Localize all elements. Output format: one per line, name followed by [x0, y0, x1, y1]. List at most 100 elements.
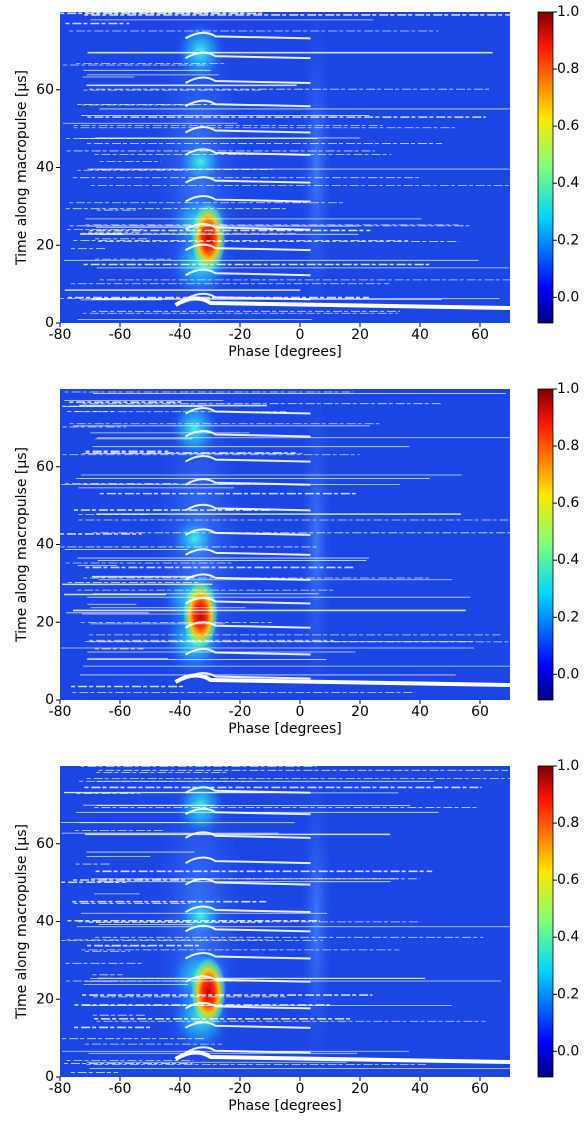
colorbar-tick-label: 0.2: [557, 609, 579, 625]
x-tick-label: -60: [109, 1081, 132, 1097]
streak: [184, 268, 311, 277]
x-tick-label: 0: [296, 704, 305, 720]
streak: [184, 176, 311, 184]
y-tick-label: 40: [36, 914, 54, 930]
streak: [184, 596, 311, 605]
streak: [184, 195, 311, 203]
glow: [172, 519, 217, 559]
streak: [184, 528, 311, 536]
glow: [178, 142, 223, 182]
y-tick-label: 0: [45, 692, 54, 708]
x-tick-label: -20: [229, 1081, 252, 1097]
streak: [184, 807, 311, 816]
streak: [184, 1001, 311, 1010]
y-tick-label: 0: [45, 1069, 54, 1085]
colorbar-tick-label: 0.4: [557, 175, 579, 191]
streak: [184, 786, 311, 794]
band: [300, 389, 333, 700]
x-tick-label: -40: [169, 327, 192, 343]
streak: [184, 548, 311, 556]
x-tick-label: -20: [229, 327, 252, 343]
streak: [184, 243, 311, 252]
colorbar-tick-label: 1.0: [557, 4, 579, 20]
streak: [184, 952, 311, 960]
streak: [174, 673, 510, 687]
y-tick-label: 40: [36, 160, 54, 176]
streak: [184, 648, 311, 656]
y-tick-label: 0: [45, 315, 54, 331]
colorbar-tick-label: 0.8: [557, 815, 579, 831]
streak: [174, 296, 510, 310]
y-tick-label: 40: [36, 537, 54, 553]
streak: [184, 1021, 311, 1029]
x-tick-label: 20: [351, 327, 369, 343]
streak: [184, 407, 311, 415]
y-tick-label: 60: [36, 836, 54, 852]
streak: [184, 924, 311, 933]
colorbar-tick-label: 1.0: [557, 758, 579, 774]
colorbar-tick-label: 0.6: [557, 495, 579, 511]
band: [300, 12, 333, 323]
streak: [184, 99, 311, 108]
colorbar-tick-label: 0.6: [557, 118, 579, 134]
streak: [184, 51, 311, 60]
y-axis-label: Time along macropulse [μs]: [14, 70, 30, 266]
x-tick-label: -60: [109, 704, 132, 720]
glow: [178, 896, 223, 936]
streak: [184, 975, 311, 983]
x-tick-label: 20: [351, 1081, 369, 1097]
y-axis-label: Time along macropulse [μs]: [14, 447, 30, 643]
heatmap-image: [60, 766, 510, 1077]
colorbar-tick-label: 0.4: [557, 929, 579, 945]
heatmap-image: [60, 12, 510, 323]
x-axis-label: Phase [degrees]: [228, 721, 342, 737]
y-tick-label: 20: [36, 614, 54, 630]
streak: [184, 878, 311, 886]
streak: [184, 1046, 311, 1054]
background: [60, 12, 510, 323]
colorbar-tick-label: 0.8: [557, 438, 579, 454]
panel: -80 -60 -40 -20 0 20 40 60 0 20 40 60 Phase [degrees…: [14, 4, 579, 360]
glow: [170, 399, 219, 459]
heatmap-image: [60, 389, 510, 700]
streak: [184, 478, 311, 486]
colorbar-tick-label: 0.2: [557, 986, 579, 1002]
x-tick-label: -80: [49, 704, 72, 720]
colorbar-tick-label: 0.4: [557, 552, 579, 568]
streak: [184, 223, 311, 231]
colorbar-tick-label: 0.0: [557, 1043, 579, 1059]
streak: [184, 455, 311, 463]
x-tick-label: 40: [411, 327, 429, 343]
colorbar-tick-label: 0.0: [557, 666, 579, 682]
x-tick-label: 60: [471, 704, 489, 720]
x-tick-label: 40: [411, 1081, 429, 1097]
x-tick-label: -40: [169, 1081, 192, 1097]
colorbar: [537, 11, 554, 324]
x-tick-label: 0: [296, 1081, 305, 1097]
panel: -80 -60 -40 -20 0 20 40 60 0 20 40 60 Phase [degrees…: [14, 758, 579, 1114]
streak: [184, 76, 311, 85]
colorbar-tick-label: 0.8: [557, 61, 579, 77]
colorbar-tick-label: 1.0: [557, 381, 579, 397]
y-tick-label: 60: [36, 459, 54, 475]
x-tick-label: 60: [471, 1081, 489, 1097]
peak: [190, 956, 227, 1028]
colorbar: [537, 388, 554, 701]
y-axis-label: Time along macropulse [μs]: [14, 824, 30, 1020]
colorbar-tick-label: 0.2: [557, 232, 579, 248]
streak: [184, 429, 311, 438]
streak: [184, 573, 311, 581]
x-tick-label: -60: [109, 327, 132, 343]
streak: [184, 148, 311, 156]
streak: [184, 503, 311, 512]
x-tick-label: 0: [296, 327, 305, 343]
streak: [184, 31, 311, 40]
y-tick-label: 60: [36, 82, 54, 98]
streak: [184, 831, 311, 839]
streak: [184, 126, 311, 134]
x-tick-label: -80: [49, 1081, 72, 1097]
x-tick-label: 60: [471, 327, 489, 343]
streak: [184, 621, 311, 629]
x-tick-label: -40: [169, 704, 192, 720]
